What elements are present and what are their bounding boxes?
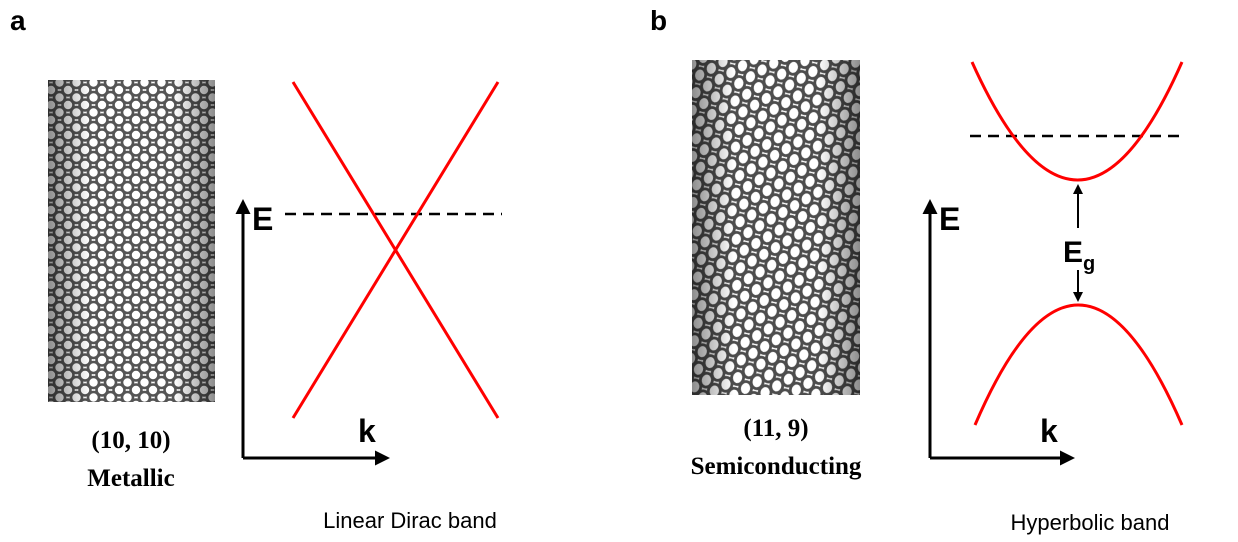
panel-label: b [650,5,667,36]
gap-label-subscript: g [1083,253,1095,275]
chirality: (10, 10) [91,427,170,454]
conduction-band [972,62,1182,180]
axis-label-e: E [939,201,960,237]
figure: a (10, 10) Metallic E k Linear Dirac ban… [0,0,1238,542]
gap-label-main: E [1063,236,1083,269]
axis-label-k: k [358,413,376,449]
tube-kind: Metallic [87,465,174,492]
nanotube-shade [692,60,860,395]
valence-band [975,305,1182,425]
axis-label-e: E [252,201,273,237]
axis-label-k: k [1040,413,1058,449]
gap-label: Eg [1063,236,1095,275]
caption: Hyperbolic band [1011,510,1170,535]
caption: Linear Dirac band [323,508,497,533]
chirality: (11, 9) [743,415,808,442]
nanotube-shade [48,80,215,402]
panel-label: a [10,5,26,36]
tube-kind: Semiconducting [691,453,862,480]
